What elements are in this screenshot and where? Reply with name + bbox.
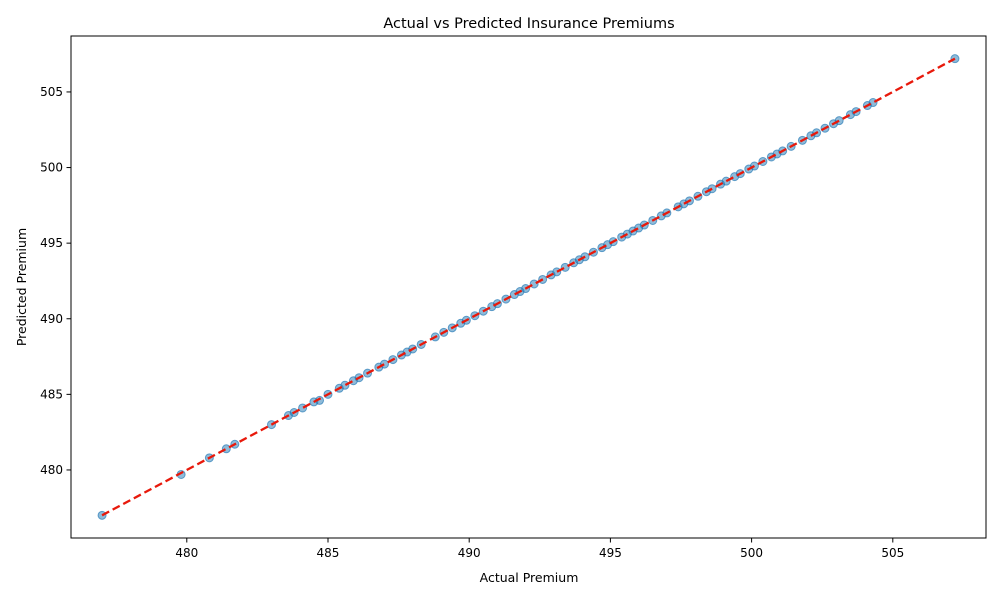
y-axis: 480 485 490 495 500 505 [40, 85, 71, 477]
y-tick-label-485: 485 [40, 387, 63, 401]
x-tick-label-490: 490 [458, 546, 481, 560]
chart-title: Actual vs Predicted Insurance Premiums [383, 16, 674, 32]
x-tick-label-480: 480 [175, 546, 198, 560]
reference-line [101, 57, 956, 517]
x-tick-label-505: 505 [881, 546, 904, 560]
plot-frame [70, 35, 987, 539]
x-tick-label-485: 485 [317, 546, 340, 560]
y-tick-label-500: 500 [40, 161, 63, 175]
y-tick-label-490: 490 [40, 312, 63, 326]
y-tick-label-495: 495 [40, 236, 63, 250]
y-axis-label: Predicted Premium [14, 228, 29, 346]
x-axis-label: Actual Premium [480, 570, 579, 585]
y-tick-label-505: 505 [40, 85, 63, 99]
x-axis: 480 485 490 495 500 505 [175, 538, 904, 560]
y-tick-label-480: 480 [40, 463, 63, 477]
x-tick-label-495: 495 [599, 546, 622, 560]
x-tick-label-500: 500 [740, 546, 763, 560]
plot-area [70, 35, 987, 539]
